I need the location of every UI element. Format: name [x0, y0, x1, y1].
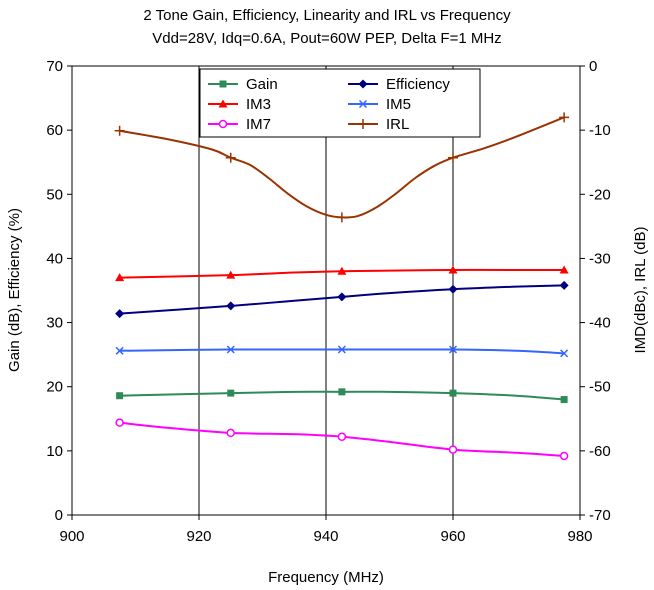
data-point-efficiency: [226, 301, 236, 311]
y-axis-label: Gain (dB), Efficiency (%): [6, 208, 23, 372]
y2-tick-label: -40: [589, 315, 611, 332]
legend-label-gain: Gain: [246, 76, 278, 93]
data-point-irl: [448, 152, 458, 163]
data-point-irl: [225, 152, 236, 163]
legend-marker-irl: [358, 119, 368, 129]
y2-axis-ticks: -70 -60 -50 -40 -30 -20 -10 0: [580, 58, 611, 524]
data-point-im5: [115, 346, 124, 355]
chart-title: 2 Tone Gain, Efficiency, Linearity and I…: [143, 7, 511, 24]
data-point-efficiency: [115, 309, 125, 319]
y-tick-label: 20: [46, 379, 63, 396]
legend-marker-efficiency: [358, 79, 368, 89]
x-tick-label: 960: [440, 528, 465, 545]
y2-tick-label: -70: [589, 507, 611, 524]
x-axis-ticks: 900 920 940 960 980: [59, 515, 593, 545]
x-axis-label: Frequency (MHz): [268, 569, 384, 586]
y-tick-label: 30: [46, 315, 63, 332]
x-tick-label: 920: [186, 528, 211, 545]
legend-label-efficiency: Efficiency: [386, 76, 450, 93]
y2-tick-label: -10: [589, 122, 611, 139]
y-tick-label: 60: [46, 122, 63, 139]
data-point-im7: [559, 451, 569, 461]
y2-tick-label: -60: [589, 443, 611, 460]
data-point-irl: [114, 125, 125, 136]
data-point-irl: [559, 112, 570, 123]
y2-tick-label: -20: [589, 186, 611, 203]
y2-tick-label: 0: [589, 58, 597, 75]
series-line-im5: [119, 348, 565, 355]
legend-label-irl: IRL: [386, 116, 409, 133]
series-lines: [114, 112, 570, 461]
x-tick-label: 940: [313, 528, 338, 545]
data-point-efficiency: [559, 280, 569, 290]
data-point-im5: [560, 349, 569, 358]
legend-marker-im7: [218, 119, 228, 129]
data-point-im3: [337, 266, 347, 275]
legend-marker-im5: [358, 99, 368, 109]
data-point-im7: [337, 432, 347, 441]
legend-marker-im3: [218, 99, 228, 108]
legend: Gain Efficiency IM3 IM5 IM7 IRL: [199, 68, 481, 138]
data-point-im3: [448, 265, 458, 274]
chart-subtitle: Vdd=28V, Idq=0.6A, Pout=60W PEP, Delta F…: [152, 30, 501, 47]
data-point-im3: [226, 270, 236, 279]
x-tick-label: 900: [59, 528, 84, 545]
legend-marker-gain: [219, 80, 227, 88]
y-tick-label: 50: [46, 186, 63, 203]
data-point-im3: [115, 273, 125, 282]
y-tick-label: 40: [46, 250, 63, 267]
legend-label-im5: IM5: [386, 96, 411, 113]
y2-tick-label: -30: [589, 250, 611, 267]
data-point-im5: [226, 345, 235, 354]
data-point-gain: [227, 389, 235, 397]
data-point-im7: [448, 445, 458, 454]
data-point-efficiency: [448, 284, 458, 294]
data-point-efficiency: [337, 292, 347, 302]
data-point-gain: [449, 389, 457, 397]
data-point-im7: [115, 418, 124, 427]
data-point-gain: [116, 392, 124, 400]
data-point-im3: [559, 265, 569, 274]
data-point-im5: [448, 345, 458, 354]
y-axis-ticks: 0 10 20 30 40 50 60 70: [46, 58, 72, 524]
data-point-gain: [338, 388, 346, 396]
data-point-im7: [226, 428, 235, 438]
data-point-gain: [560, 396, 568, 404]
y-tick-label: 70: [46, 58, 63, 75]
y-tick-label: 10: [46, 443, 63, 460]
legend-label-im3: IM3: [246, 96, 271, 113]
y2-tick-label: -50: [589, 379, 611, 396]
data-point-irl: [336, 212, 347, 223]
legend-label-im7: IM7: [246, 116, 271, 133]
y2-axis-label: IMD(dBc), IRL (dB): [632, 227, 649, 354]
data-point-im5: [337, 345, 346, 354]
y-tick-label: 0: [55, 507, 63, 524]
x-tick-label: 980: [567, 528, 592, 545]
legend-box: [199, 68, 481, 138]
